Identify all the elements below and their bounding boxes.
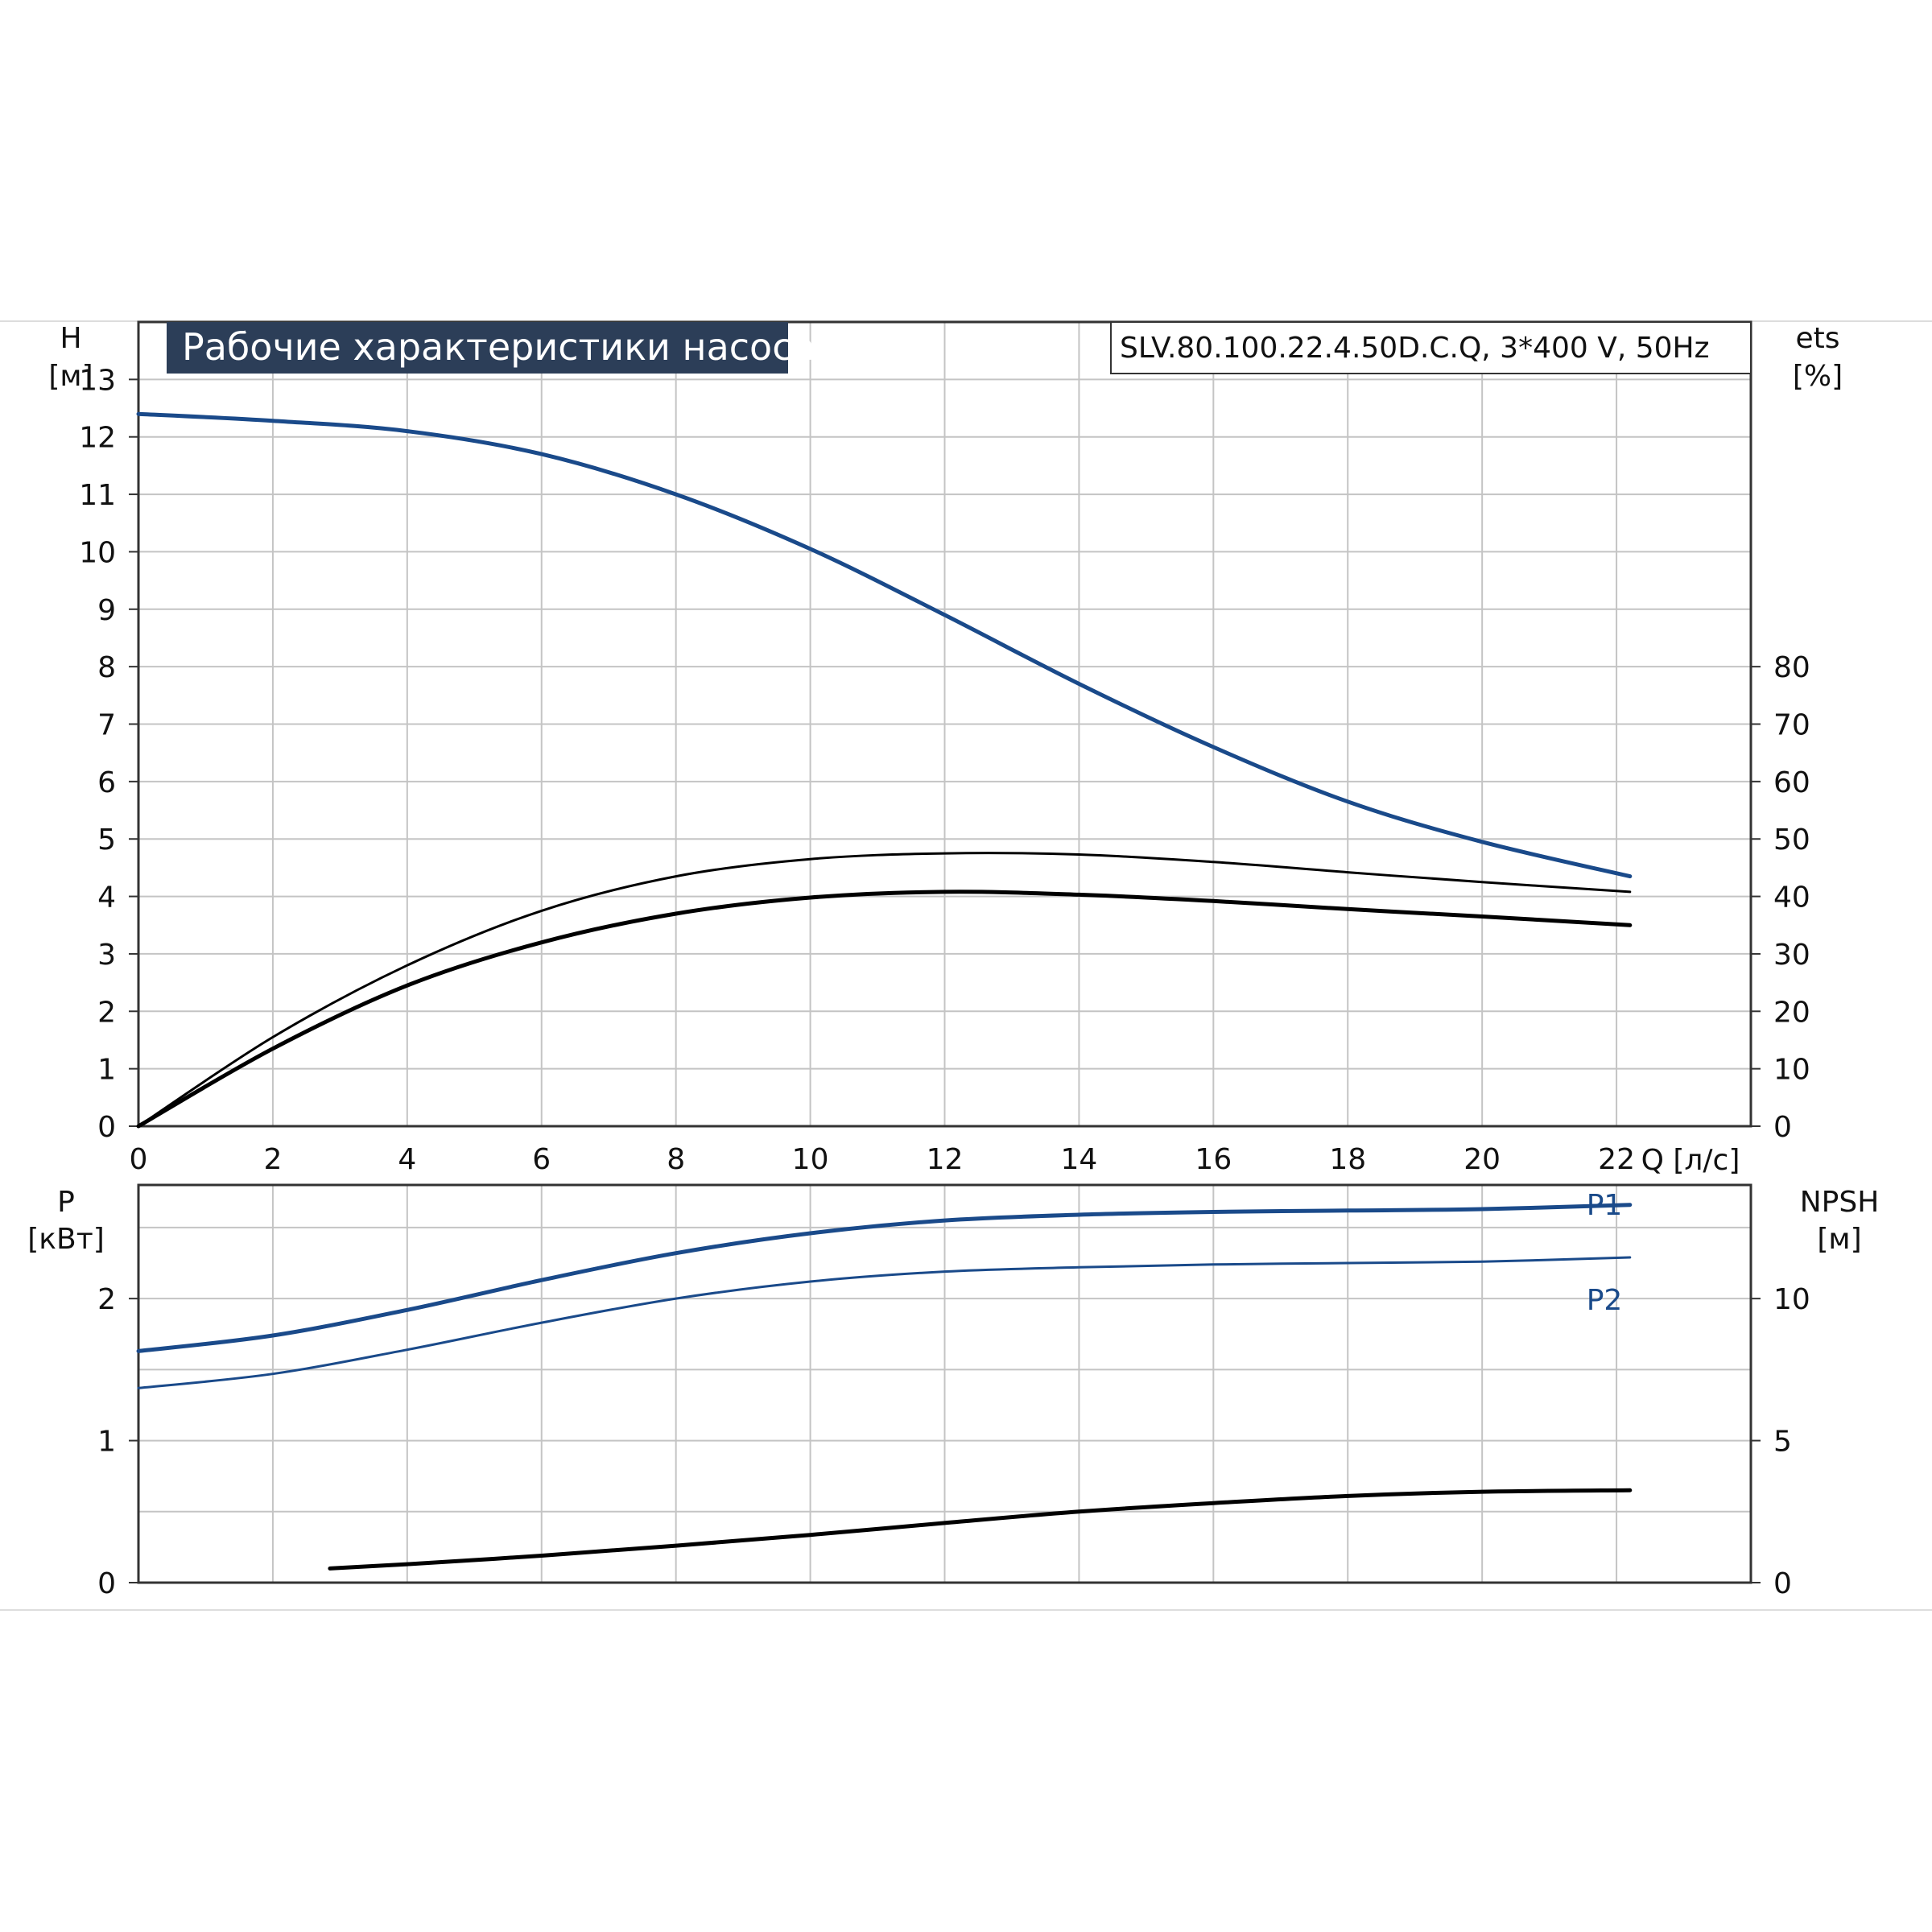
p-tick-label: 0: [97, 1567, 116, 1600]
npsh-tick-label: 0: [1773, 1567, 1792, 1600]
chart-title: Рабочие характеристики насоса: [182, 325, 815, 369]
x-tick-label: 14: [1061, 1143, 1098, 1176]
x-tick-label: 6: [532, 1143, 551, 1176]
frame-bottom: [137, 1183, 1752, 1584]
h-tick-label: 11: [79, 479, 116, 512]
eta-tick-label: 40: [1773, 881, 1810, 914]
h-tick-label: 9: [97, 594, 116, 627]
eta-tick-label: 30: [1773, 939, 1810, 972]
efficiency-curve-total: [136, 890, 1633, 1129]
efficiency-curve-pump: [137, 852, 1632, 1128]
npsh-tick-label: 5: [1773, 1426, 1792, 1459]
x-tick-label: 4: [398, 1143, 416, 1176]
x-tick-label: 22: [1598, 1143, 1635, 1176]
h-tick-label: 8: [97, 651, 116, 684]
npsh-axis-label: NPSH: [1800, 1186, 1880, 1219]
eta-tick-label: 0: [1773, 1111, 1792, 1144]
eta-axis-label: ets: [1795, 322, 1839, 355]
series-lines: [136, 411, 1633, 1571]
x-tick-label: 2: [263, 1143, 282, 1176]
h-tick-label: 7: [97, 709, 116, 742]
x-tick-label: 0: [130, 1143, 148, 1176]
eta-tick-label: 70: [1773, 709, 1810, 742]
eta-tick-label: 50: [1773, 824, 1810, 857]
npsh-tick-label: 10: [1773, 1283, 1810, 1316]
series-label-p1: P1: [1587, 1189, 1623, 1222]
x-tick-label: 20: [1463, 1143, 1501, 1176]
h-axis-unit: [м]: [48, 360, 93, 393]
h-tick-label: 6: [97, 766, 116, 799]
power-p2-curve: [137, 1256, 1632, 1389]
x-tick-label: 10: [792, 1143, 829, 1176]
h-tick-label: 4: [97, 881, 116, 914]
x-tick-label: 18: [1329, 1143, 1366, 1176]
x-tick-label: 8: [667, 1143, 685, 1176]
p-tick-label: 2: [97, 1283, 116, 1316]
model-box: [1110, 321, 1752, 374]
h-tick-label: 2: [97, 996, 116, 1029]
grid: [0, 320, 1932, 1611]
h-tick-label: 13: [79, 364, 116, 397]
npsh-curve: [328, 1488, 1633, 1571]
q-axis-label: Q [л/с]: [1641, 1144, 1740, 1177]
power-p1-curve: [136, 1203, 1633, 1353]
tick-labels: 0 2 4 6 8 10 12 14 16 18 20 22012345678910111213010…: [79, 364, 1810, 1600]
h-tick-label: 0: [97, 1111, 116, 1144]
h-tick-label: 5: [97, 824, 116, 857]
series-label-p2: P2: [1587, 1284, 1623, 1317]
x-tick-label: 16: [1195, 1143, 1232, 1176]
p-tick-label: 1: [97, 1426, 116, 1459]
title-box: [167, 322, 788, 374]
model-label: SLV.80.100.22.4.50D.C.Q, 3*400 V, 50Hz: [1120, 332, 1710, 365]
eta-tick-label: 60: [1773, 766, 1810, 799]
h-tick-label: 10: [79, 536, 116, 569]
eta-tick-label: 80: [1773, 651, 1810, 684]
x-tick-label: 12: [927, 1143, 964, 1176]
h-axis-label: H: [60, 322, 81, 355]
h-tick-label: 1: [97, 1054, 116, 1087]
eta-tick-label: 10: [1773, 1054, 1810, 1087]
p-axis-unit: [кВт]: [27, 1223, 105, 1256]
npsh-axis-unit: [м]: [1817, 1223, 1861, 1256]
head-curve: [136, 411, 1633, 879]
p-axis-label: P: [57, 1186, 75, 1219]
eta-tick-label: 20: [1773, 996, 1810, 1029]
eta-axis-unit: [%]: [1793, 360, 1843, 393]
h-tick-label: 12: [79, 422, 116, 455]
h-tick-label: 3: [97, 939, 116, 972]
